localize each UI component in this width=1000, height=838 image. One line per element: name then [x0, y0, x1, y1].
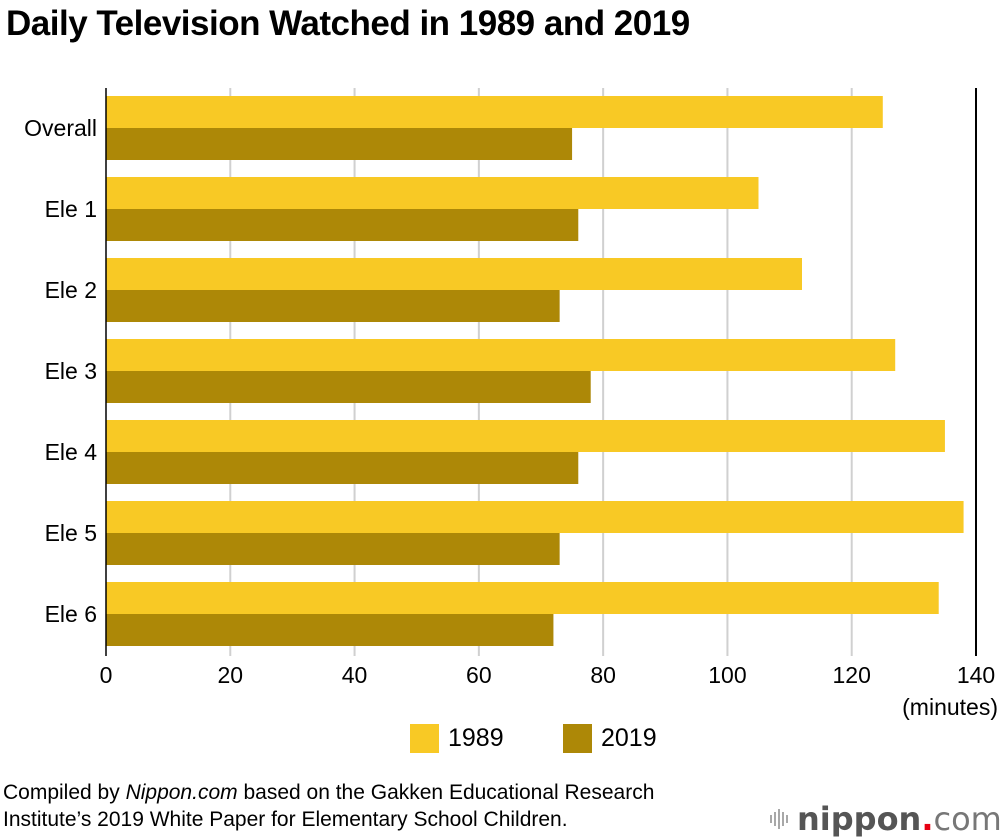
axes — [105, 88, 977, 656]
bar-1989-ele-3 — [106, 339, 896, 371]
x-tick-label: 0 — [100, 662, 113, 688]
bar-2019-ele-4 — [106, 452, 579, 484]
source-suffix: based on the Gakken Educational Research — [237, 781, 655, 804]
legend-label-2019: 2019 — [601, 724, 657, 752]
bar-chart: Overall Ele 1 Ele 2 Ele 3 Ele 4 Ele 5 Ele 6 0 2… — [24, 88, 998, 720]
source-line-2: Institute’s 2019 White Paper for Element… — [3, 808, 568, 831]
category-label: Ele 4 — [45, 439, 98, 465]
bar-2019-ele-5 — [106, 533, 560, 565]
legend-swatch-1989 — [410, 724, 439, 753]
logo-tld: com — [933, 800, 1000, 838]
bar-1989-ele-5 — [106, 501, 964, 533]
source-prefix: Compiled by — [3, 781, 126, 804]
bar-2019-ele-2 — [106, 290, 560, 322]
bar-2019-ele-3 — [106, 371, 591, 403]
logo-word: nippon — [797, 800, 922, 838]
bars — [106, 96, 964, 646]
category-labels: Overall Ele 1 Ele 2 Ele 3 Ele 4 Ele 5 Ele 6 — [24, 115, 97, 627]
category-label: Ele 1 — [45, 196, 97, 222]
x-tick-label: 40 — [342, 662, 368, 688]
x-tick-label: 80 — [590, 662, 616, 688]
bar-1989-ele-2 — [106, 258, 802, 290]
legend-item-2019: 2019 — [563, 724, 657, 753]
x-tick-label: 100 — [708, 662, 746, 688]
bar-2019-ele-6 — [106, 614, 554, 646]
logo-dot: . — [921, 800, 934, 838]
source-note: Compiled by Nippon.com based on the Gakk… — [3, 779, 654, 833]
x-tick-labels: 0 20 40 60 80 100 120 140 — [100, 662, 996, 688]
legend-item-1989: 1989 — [410, 724, 504, 753]
source-line-1: Compiled by Nippon.com based on the Gakk… — [3, 779, 654, 806]
category-label: Overall — [24, 115, 97, 141]
x-tick-label: 20 — [217, 662, 243, 688]
bar-1989-ele-1 — [106, 177, 759, 209]
legend-label-1989: 1989 — [448, 724, 504, 752]
category-label: Ele 5 — [45, 520, 97, 546]
x-tick-label: 120 — [833, 662, 871, 688]
bar-1989-ele-4 — [106, 420, 945, 452]
x-tick-label: 140 — [957, 662, 995, 688]
category-label: Ele 3 — [45, 358, 97, 384]
x-axis-unit-label: (minutes) — [902, 694, 998, 720]
source-brand: Nippon.com — [125, 781, 238, 804]
chart-title: Daily Television Watched in 1989 and 201… — [6, 4, 690, 43]
bar-2019-overall — [106, 128, 573, 160]
bar-2019-ele-1 — [106, 209, 579, 241]
nippon-logo: nippon. com — [770, 800, 1000, 838]
category-label: Ele 6 — [45, 601, 97, 627]
bar-1989-ele-6 — [106, 582, 939, 614]
category-label: Ele 2 — [45, 277, 97, 303]
x-tick-label: 60 — [466, 662, 492, 688]
legend-swatch-2019 — [563, 724, 592, 753]
sound-bars-icon — [770, 809, 790, 829]
bar-1989-overall — [106, 96, 883, 128]
